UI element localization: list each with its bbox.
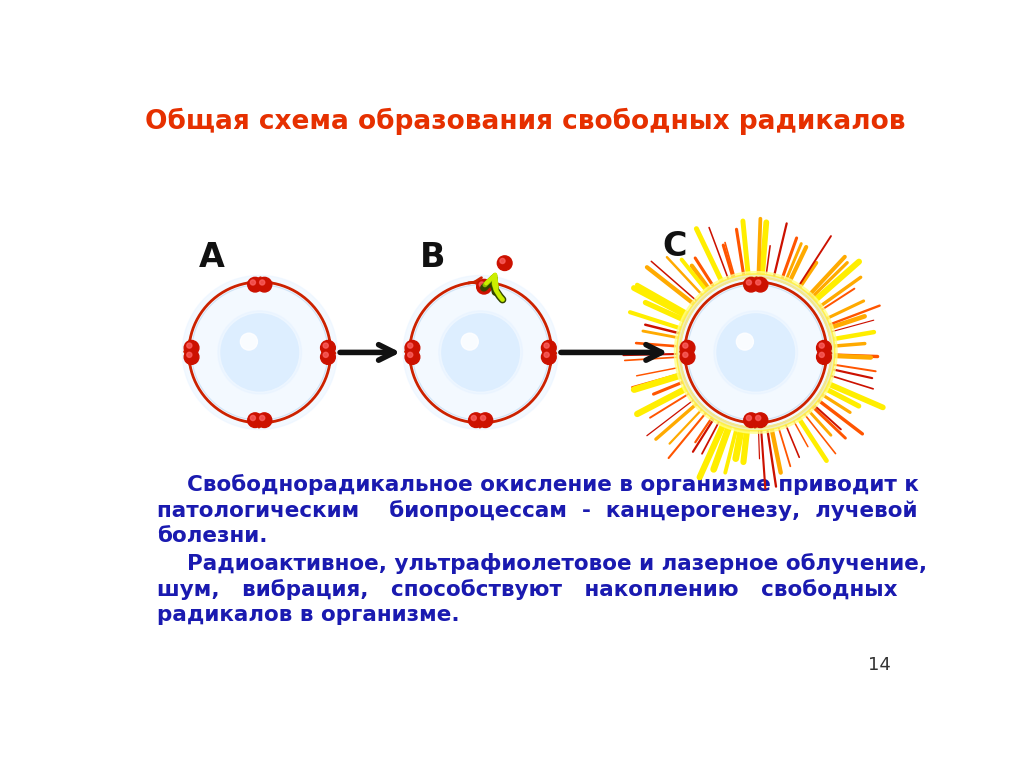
Circle shape xyxy=(474,346,487,359)
Circle shape xyxy=(741,338,770,367)
Text: 14: 14 xyxy=(868,657,891,674)
Circle shape xyxy=(248,277,262,292)
Circle shape xyxy=(756,415,761,421)
Circle shape xyxy=(454,326,508,379)
Circle shape xyxy=(186,343,191,348)
Polygon shape xyxy=(679,276,833,429)
Polygon shape xyxy=(675,272,838,433)
Circle shape xyxy=(447,319,514,385)
Circle shape xyxy=(756,280,761,285)
Circle shape xyxy=(542,340,556,355)
Polygon shape xyxy=(678,276,834,429)
Text: шум,   вибрация,   способствуют   накоплению   свободных: шум, вибрация, способствуют накоплению с… xyxy=(158,579,898,600)
Circle shape xyxy=(729,326,783,379)
Polygon shape xyxy=(403,276,558,429)
Text: B: B xyxy=(420,241,445,274)
Circle shape xyxy=(186,353,191,357)
Circle shape xyxy=(442,314,519,391)
Circle shape xyxy=(321,349,335,364)
Polygon shape xyxy=(182,276,337,429)
Circle shape xyxy=(184,340,199,355)
Circle shape xyxy=(221,314,299,391)
Circle shape xyxy=(232,326,287,379)
Circle shape xyxy=(743,413,759,428)
Circle shape xyxy=(253,346,266,359)
Circle shape xyxy=(260,280,265,285)
Circle shape xyxy=(469,413,483,428)
Circle shape xyxy=(714,311,798,394)
Circle shape xyxy=(723,319,788,385)
Circle shape xyxy=(753,413,768,428)
Polygon shape xyxy=(682,280,829,425)
Circle shape xyxy=(226,319,293,385)
Circle shape xyxy=(680,340,695,355)
Circle shape xyxy=(479,282,484,287)
Circle shape xyxy=(260,415,265,421)
Circle shape xyxy=(542,349,556,364)
Circle shape xyxy=(477,280,492,294)
Circle shape xyxy=(406,349,420,364)
Circle shape xyxy=(250,415,255,421)
Text: A: A xyxy=(199,241,224,274)
Text: C: C xyxy=(663,230,687,263)
Circle shape xyxy=(438,311,522,394)
Circle shape xyxy=(544,343,549,348)
Circle shape xyxy=(241,333,257,350)
Polygon shape xyxy=(682,280,829,425)
Circle shape xyxy=(680,349,695,364)
Circle shape xyxy=(819,343,824,348)
Circle shape xyxy=(544,353,549,357)
Circle shape xyxy=(218,311,302,394)
Circle shape xyxy=(734,331,777,373)
Circle shape xyxy=(746,415,752,421)
Circle shape xyxy=(460,331,502,373)
Circle shape xyxy=(480,415,485,421)
Circle shape xyxy=(406,340,420,355)
Circle shape xyxy=(321,340,335,355)
Circle shape xyxy=(471,415,476,421)
Polygon shape xyxy=(677,274,835,431)
Text: радикалов в организме.: радикалов в организме. xyxy=(158,605,460,625)
Text: Свободнорадикальное окисление в организме приводит к: Свободнорадикальное окисление в организм… xyxy=(158,474,920,495)
Text: болезни.: болезни. xyxy=(158,526,268,547)
Circle shape xyxy=(408,343,413,348)
Circle shape xyxy=(816,349,831,364)
Text: Общая схема образования свободных радикалов: Общая схема образования свободных радика… xyxy=(144,108,905,135)
Circle shape xyxy=(500,258,505,263)
Circle shape xyxy=(184,349,199,364)
Circle shape xyxy=(736,333,754,350)
Circle shape xyxy=(819,353,824,357)
Circle shape xyxy=(746,280,752,285)
Text: патологическим    биопроцессам  -  канцерогенезу,  лучевой: патологическим биопроцессам - канцероген… xyxy=(158,500,918,521)
Circle shape xyxy=(257,413,271,428)
Circle shape xyxy=(749,346,763,359)
Circle shape xyxy=(461,333,478,350)
Circle shape xyxy=(239,331,281,373)
Circle shape xyxy=(683,343,688,348)
Circle shape xyxy=(245,338,274,367)
Circle shape xyxy=(743,277,759,292)
Circle shape xyxy=(683,353,688,357)
Circle shape xyxy=(324,343,329,348)
Circle shape xyxy=(753,277,768,292)
Circle shape xyxy=(498,256,512,270)
Circle shape xyxy=(478,413,493,428)
Circle shape xyxy=(257,277,271,292)
Circle shape xyxy=(250,280,255,285)
Circle shape xyxy=(816,340,831,355)
Circle shape xyxy=(717,314,795,391)
Circle shape xyxy=(408,353,413,357)
Circle shape xyxy=(248,413,262,428)
Text: Радиоактивное, ультрафиолетовое и лазерное облучение,: Радиоактивное, ультрафиолетовое и лазерн… xyxy=(158,553,928,574)
Circle shape xyxy=(466,338,496,367)
Polygon shape xyxy=(675,272,838,433)
Circle shape xyxy=(324,353,329,357)
